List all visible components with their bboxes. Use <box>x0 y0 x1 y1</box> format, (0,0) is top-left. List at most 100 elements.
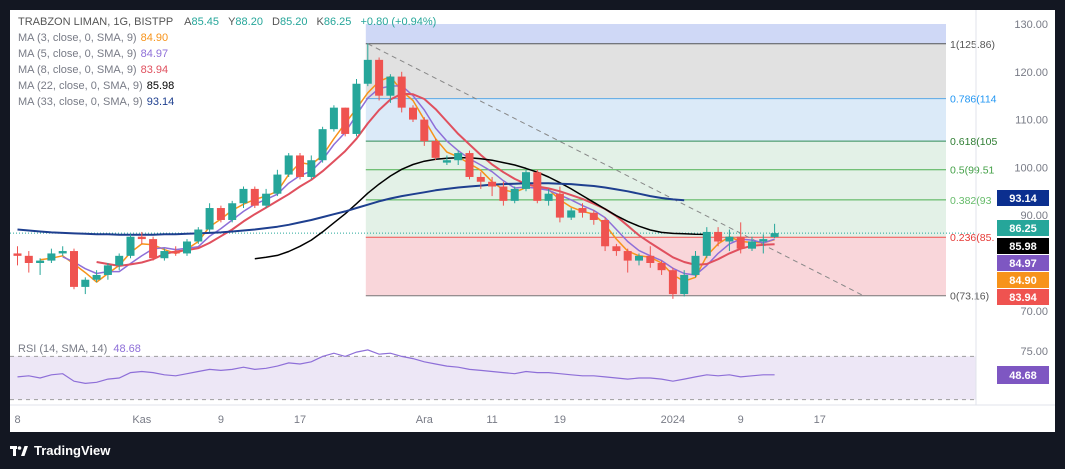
symbol-title[interactable]: TRABZON LIMAN, 1G, BISTPP <box>18 16 174 28</box>
price-badge-text: 84.97 <box>1009 258 1037 270</box>
candle <box>736 222 745 254</box>
candle-body <box>216 208 225 220</box>
candle-body <box>171 251 180 254</box>
candle <box>228 200 237 223</box>
candle-body <box>58 251 67 254</box>
ma-line-2 <box>96 92 775 267</box>
candle-body <box>488 181 497 187</box>
fib-label-1: 0.786(114 <box>950 94 997 106</box>
candle-body <box>341 107 350 134</box>
candle-body <box>431 141 440 158</box>
candle-body <box>589 212 598 220</box>
time-tick-label: Ara <box>416 414 434 426</box>
time-tick-label: 11 <box>486 414 497 426</box>
price-change: +0.80 (+0.94%) <box>360 16 437 28</box>
price-axis[interactable]: 70.0080.0090.00100.00110.00120.00130.007… <box>975 10 1048 405</box>
candle-body <box>329 107 338 130</box>
rsi-legend[interactable]: RSI (14, SMA, 14) 48.68 <box>18 343 141 355</box>
candle <box>533 169 542 204</box>
candle-body <box>92 274 101 280</box>
candle <box>601 217 610 252</box>
ohlc-close-label: K <box>316 16 324 28</box>
tradingview-logo[interactable]: TradingView <box>10 443 110 458</box>
candle <box>680 270 689 297</box>
ohlc-open-label: A <box>184 16 192 28</box>
candle <box>725 229 734 252</box>
chart-canvas[interactable]: 1(125.86) 0.786(114 0.618(105 0.5(99.51 0.38… <box>10 10 1055 432</box>
candlesticks <box>13 43 779 299</box>
candle <box>341 107 350 137</box>
candle-body <box>635 255 643 261</box>
price-badge: 84.97 <box>997 255 1049 271</box>
candle-body <box>736 236 745 249</box>
candle <box>70 248 78 290</box>
candle-body <box>307 160 316 177</box>
brand-name: TradingView <box>34 443 111 458</box>
indicator-row-ma5[interactable]: MA (5, close, 0, SMA, 9) 84.97 <box>18 46 436 62</box>
candle <box>397 71 406 113</box>
candle-body <box>47 253 56 261</box>
candle-body <box>465 153 474 177</box>
candle <box>714 227 723 247</box>
candle <box>126 234 135 259</box>
price-badge-text: 86.25 <box>1009 223 1037 235</box>
candle <box>488 176 497 197</box>
time-axis[interactable]: 8 Kas 9 17 Ara 11 19 2024 9 17 <box>10 404 1055 426</box>
trendline-layer <box>367 43 866 297</box>
indicator-value: 83.94 <box>140 64 169 76</box>
indicator-row-ma33[interactable]: MA (33, close, 0, SMA, 9) 93.14 <box>18 94 436 110</box>
indicator-label: MA (8, close, 0, SMA, 9) <box>18 64 137 76</box>
indicator-value: 84.90 <box>140 32 169 44</box>
candle-body <box>510 188 519 201</box>
candle-body <box>578 208 587 213</box>
candle-body <box>759 239 768 242</box>
price-badge-text: 83.94 <box>1009 292 1037 304</box>
price-badge-bg <box>997 255 1049 271</box>
candle <box>499 181 508 206</box>
candle-body <box>668 270 677 295</box>
candle-body <box>522 172 530 189</box>
candle <box>160 248 169 261</box>
indicator-row-ma3[interactable]: MA (3, close, 0, SMA, 9) 84.90 <box>18 30 436 46</box>
candle-body <box>228 203 237 220</box>
rsi-badge-bg <box>997 366 1049 384</box>
candle-body <box>352 83 361 134</box>
candle <box>36 258 45 275</box>
candle-body <box>103 265 112 275</box>
candle-body <box>409 107 417 120</box>
candle <box>284 153 293 177</box>
candle <box>691 251 700 278</box>
candle-body <box>363 59 372 84</box>
ma-line-1 <box>62 84 775 276</box>
candle <box>476 172 485 189</box>
candle <box>103 263 112 280</box>
candle-body <box>386 76 395 96</box>
indicator-row-ma22[interactable]: MA (22, close, 0, SMA, 9) 85.98 <box>18 78 436 94</box>
candle-body <box>194 229 203 242</box>
candle-body <box>442 160 451 163</box>
candle-body <box>81 279 90 287</box>
rsi-band-fill <box>10 356 976 400</box>
candle <box>273 169 282 197</box>
price-tick-label: 70.00 <box>1020 306 1048 318</box>
candle-body <box>476 176 485 182</box>
indicator-label: MA (3, close, 0, SMA, 9) <box>18 32 137 44</box>
candle-body <box>601 219 610 247</box>
indicator-label: MA (5, close, 0, SMA, 9) <box>18 48 137 60</box>
time-tick-label: 9 <box>738 414 744 426</box>
fib-label-5: 0.236(85. <box>950 232 994 244</box>
candle <box>635 253 643 266</box>
chart-panel: 1(125.86) 0.786(114 0.618(105 0.5(99.51 0.38… <box>10 10 1055 432</box>
candle <box>307 155 316 180</box>
candle <box>115 253 124 271</box>
rsi-badge: 48.68 <box>997 366 1049 384</box>
time-tick-label: 2024 <box>661 414 685 426</box>
indicator-label: MA (22, close, 0, SMA, 9) <box>18 80 143 92</box>
candle <box>137 231 146 244</box>
fib-band-0 <box>365 24 946 44</box>
time-tick-label: 9 <box>218 414 224 426</box>
candle <box>194 227 203 244</box>
indicator-row-ma8[interactable]: MA (8, close, 0, SMA, 9) 83.94 <box>18 62 436 78</box>
candle <box>375 57 384 101</box>
candle <box>409 105 417 122</box>
